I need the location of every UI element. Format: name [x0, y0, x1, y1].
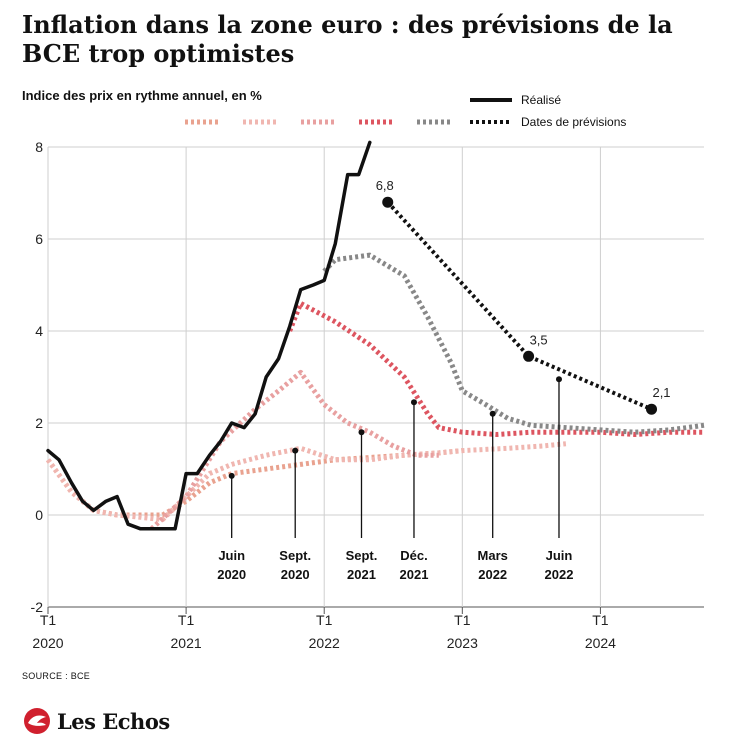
- annotation-label: 2022: [478, 567, 507, 582]
- annotation-dot: [358, 429, 365, 436]
- legend-forecast-dates-label: Dates de prévisions: [521, 115, 626, 129]
- annotation-label: 2020: [281, 567, 310, 582]
- x-tick-label: 2023: [447, 635, 478, 651]
- annotations: 6,8 3,5 2,1 Juin 2020 Sept. 2020 Sept. 2021 Déc. 2…: [206, 178, 671, 584]
- annotation-label: Mars: [478, 548, 508, 563]
- annotation-dot: [489, 410, 496, 417]
- x-tick-label: T1: [454, 612, 471, 628]
- realized-line: [46, 140, 372, 531]
- annotation-label: 2022: [545, 567, 574, 582]
- annotation-label: Juin: [218, 548, 245, 563]
- x-tick-label: 2022: [309, 635, 340, 651]
- annotation-label: Juin: [546, 548, 573, 563]
- annotation-bg: [336, 544, 387, 584]
- annotation-bg: [206, 544, 257, 584]
- forecast-date-point: [382, 196, 394, 208]
- legend-realized-label: Réalisé: [521, 93, 561, 107]
- les-echos-icon: [24, 708, 50, 734]
- forecast-dates-line: [386, 200, 653, 412]
- x-tick-label: T1: [316, 612, 333, 628]
- y-tick-label: 6: [35, 231, 43, 247]
- series-line: [149, 369, 439, 531]
- annotation-dot: [292, 447, 299, 454]
- y-tick-label: 0: [35, 507, 43, 523]
- y-tick-label: 8: [35, 139, 43, 155]
- annotation-dot: [555, 376, 562, 383]
- y-tick-label: 4: [35, 323, 43, 339]
- series-lines: [45, 140, 705, 531]
- brand-logo: Les Echos: [22, 706, 170, 736]
- x-tick-label: 2021: [171, 635, 202, 651]
- x-tick-label: 2024: [585, 635, 616, 651]
- forecast-date-value: 3,5: [530, 332, 548, 347]
- annotation-bg: [467, 544, 518, 584]
- chart-svg: -2 0 2 4 6 8 T1 2020 T1 2021 T1 2022 T1 2023 T1 2024 6,…: [31, 93, 705, 651]
- source-note: SOURCE : BCE: [22, 671, 91, 681]
- annotation-label: Sept.: [279, 548, 311, 563]
- series-line: [45, 448, 463, 518]
- forecast-date-point: [523, 350, 535, 362]
- chart-title: Inflation dans la zone euro : des prévis…: [22, 10, 673, 68]
- annotation-dot: [228, 472, 235, 479]
- legend: Réalisé Dates de prévisions: [185, 93, 626, 129]
- gridlines: [47, 146, 704, 614]
- x-tick-label: T1: [40, 612, 57, 628]
- annotation-dot: [410, 399, 417, 406]
- annotation-bg: [270, 544, 321, 584]
- annotation-bg: [533, 544, 584, 584]
- forecast-date-value: 2,1: [652, 385, 670, 400]
- annotation-label: 2021: [347, 567, 376, 582]
- x-tick-label: T1: [592, 612, 609, 628]
- annotation-label: 2020: [217, 567, 246, 582]
- annotation-label: 2021: [400, 567, 429, 582]
- annotation-label: Déc.: [400, 548, 427, 563]
- forecast-date-point: [646, 403, 658, 415]
- y-axis-label: Indice des prix en rythme annuel, en %: [22, 88, 262, 103]
- x-tick-label: 2020: [32, 635, 63, 651]
- series-line: [45, 441, 567, 523]
- brand-name: Les Echos: [57, 708, 170, 734]
- x-tick-label: T1: [178, 612, 195, 628]
- y-tick-label: 2: [35, 415, 43, 431]
- annotation-bg: [388, 544, 439, 584]
- series-line: [322, 252, 705, 435]
- y-tick-label: -2: [31, 599, 44, 615]
- axis-labels: -2 0 2 4 6 8 T1 2020 T1 2021 T1 2022 T1 2023 T1 2024: [31, 139, 617, 651]
- annotation-label: Sept.: [346, 548, 378, 563]
- forecast-date-value: 6,8: [376, 178, 394, 193]
